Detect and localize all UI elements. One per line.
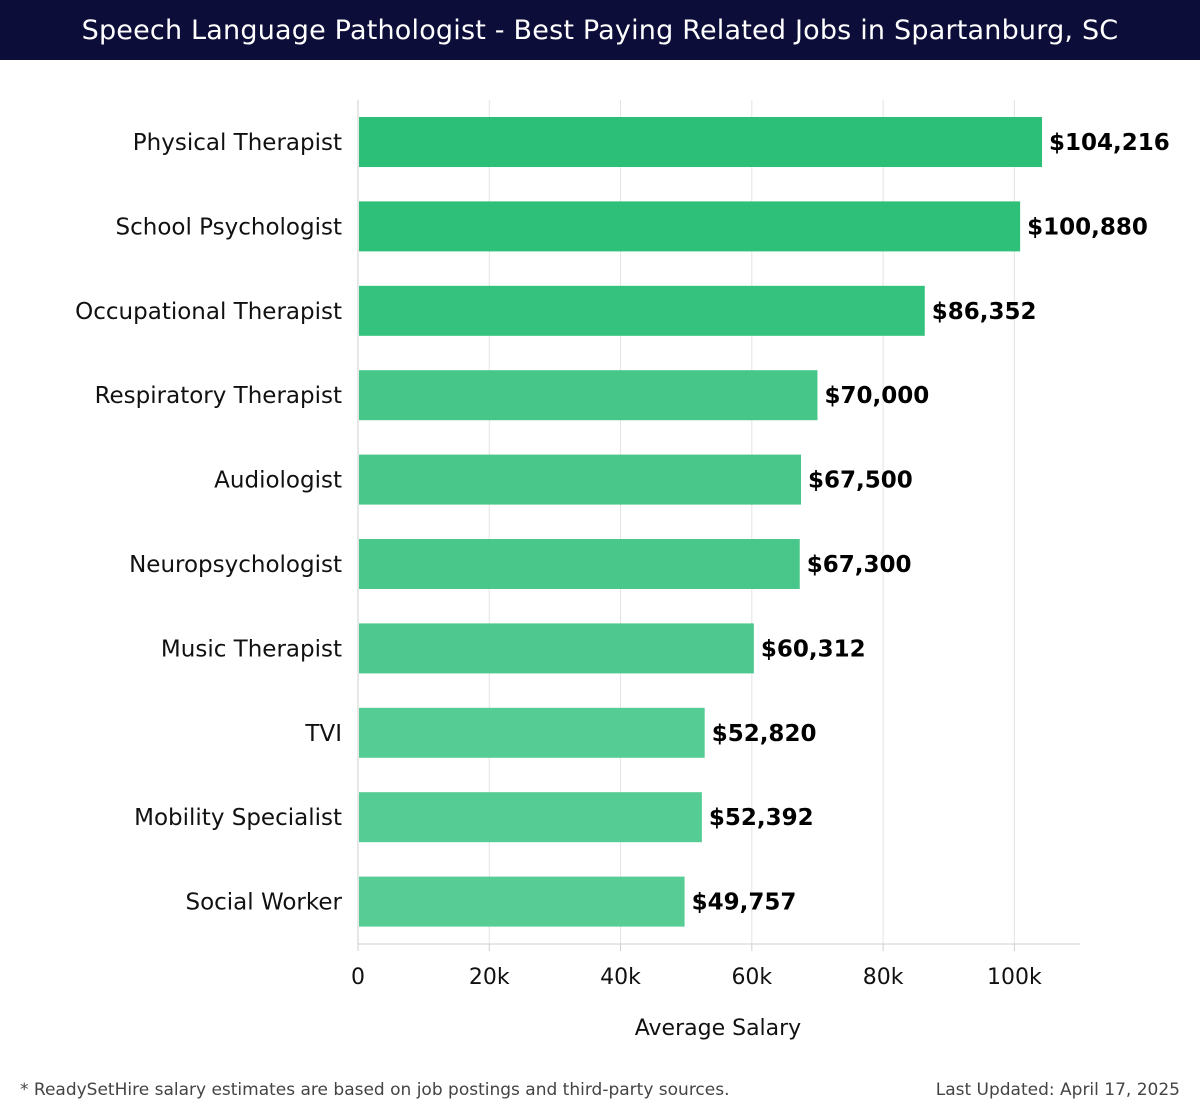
value-label: $70,000 [824, 383, 929, 409]
bar [359, 285, 925, 336]
bar [359, 539, 800, 589]
x-tick-label: 80k [863, 965, 904, 990]
value-label: $60,312 [761, 636, 866, 662]
bar [359, 370, 818, 421]
bar [359, 876, 685, 927]
bar-chart: Physical Therapist School Psychologist Occ… [75, 100, 1170, 1041]
chart-title: Speech Language Pathologist - Best Payin… [81, 14, 1119, 46]
last-updated: Last Updated: April 17, 2025 [935, 1080, 1180, 1100]
value-label: $52,392 [709, 805, 814, 831]
bar [359, 454, 802, 505]
value-labels: $104,216 $100,880 $86,352 $70,000 $67,500 $67… [692, 130, 1170, 916]
bar [359, 792, 702, 843]
x-axis: 0 20k 40k 60k 80k 100k [351, 100, 1080, 990]
chart-title-banner: Speech Language Pathologist - Best Payin… [0, 0, 1200, 60]
value-label: $100,880 [1027, 214, 1148, 240]
value-label: $49,757 [692, 890, 797, 916]
x-tick-label: 100k [987, 965, 1042, 990]
x-axis-title: Average Salary [635, 1016, 801, 1041]
category-label: Occupational Therapist [75, 299, 342, 325]
category-label: Music Therapist [161, 636, 342, 662]
category-label: Audiologist [214, 468, 342, 494]
x-tick-label: 20k [469, 965, 510, 990]
category-label: TVI [304, 721, 342, 747]
category-label: Neuropsychologist [129, 552, 342, 578]
x-tick-label: 0 [351, 965, 365, 990]
bars [359, 117, 1043, 927]
bar [359, 623, 754, 674]
category-label: Social Worker [185, 890, 342, 916]
category-label: Mobility Specialist [134, 805, 342, 831]
bar [359, 117, 1043, 167]
x-tick-label: 40k [600, 965, 641, 990]
value-label: $67,500 [808, 468, 913, 494]
value-label: $104,216 [1049, 130, 1170, 156]
value-label: $67,300 [807, 552, 912, 578]
value-label: $52,820 [712, 721, 817, 747]
footer-note: * ReadySetHire salary estimates are base… [20, 1080, 730, 1100]
category-labels: Physical Therapist School Psychologist Occ… [75, 130, 342, 916]
bar [359, 201, 1021, 252]
category-label: School Psychologist [116, 214, 342, 240]
bar [359, 707, 705, 758]
category-label: Physical Therapist [133, 130, 342, 156]
x-tick-label: 60k [731, 965, 772, 990]
category-label: Respiratory Therapist [95, 383, 342, 409]
value-label: $86,352 [932, 299, 1037, 325]
